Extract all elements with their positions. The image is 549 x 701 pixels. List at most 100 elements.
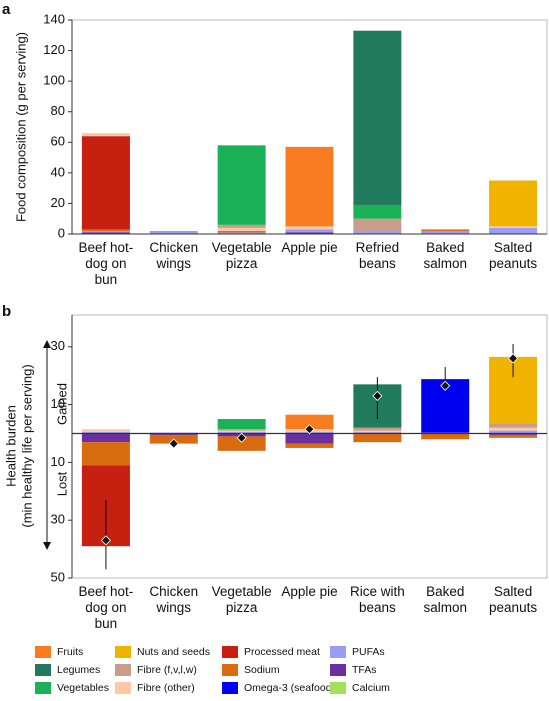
- y-tick-label: 40: [51, 164, 65, 179]
- panel-label: a: [2, 1, 11, 18]
- legend-item: Sodium: [222, 664, 280, 676]
- bar-segment: [81, 136, 130, 230]
- bar-segment: [81, 232, 130, 234]
- bar-segment: [217, 227, 266, 231]
- x-tick-label: Refried beans: [355, 240, 400, 271]
- legend-label: Fibre (other): [137, 682, 195, 694]
- legend-swatch: [115, 664, 131, 676]
- y-tick-label: 60: [51, 134, 65, 149]
- bar-segment: [285, 232, 334, 234]
- legend-item: Fibre (other): [115, 682, 195, 694]
- bar-segment: [81, 442, 130, 466]
- bar-segment: [489, 180, 538, 227]
- bar-segment: [81, 229, 130, 231]
- bar-segment: [149, 433, 198, 435]
- net-marker: [168, 438, 179, 449]
- legend-swatch: [115, 646, 131, 658]
- net-marker: [372, 390, 383, 401]
- bar-segment: [353, 30, 402, 205]
- panel-label: b: [2, 303, 11, 320]
- y-tick-label: 80: [51, 103, 65, 118]
- bar-segment: [217, 224, 266, 228]
- net-marker: [236, 432, 247, 443]
- x-tick-label: Salted peanuts: [489, 584, 538, 615]
- net-marker: [508, 353, 519, 364]
- bar-segment: [285, 414, 334, 430]
- legend-item: PUFAs: [330, 646, 385, 658]
- legend-label: Vegetables: [57, 682, 109, 694]
- bar-segment: [285, 226, 334, 230]
- bar-segment: [285, 443, 334, 448]
- legend-swatch: [115, 682, 131, 694]
- bar-segment: [353, 204, 402, 219]
- y-tick-label: 20: [51, 195, 65, 210]
- legend-item: Vegetables: [35, 682, 109, 694]
- bar-segment: [489, 430, 538, 434]
- annotation: Gained: [54, 383, 69, 425]
- bar-segment: [489, 227, 538, 234]
- bar-segment: [353, 230, 402, 234]
- x-tick-label: Salted peanuts: [489, 240, 538, 271]
- y-tick-label: 0: [58, 225, 65, 240]
- x-tick-label: Rice with beans: [349, 584, 405, 615]
- x-tick-label: Chicken wings: [149, 584, 199, 615]
- legend-item: Calcium: [330, 682, 390, 694]
- bar-segment: [81, 433, 130, 443]
- legend-swatch: [35, 682, 51, 694]
- legend-item: Fibre (f,v,l,w): [115, 664, 197, 676]
- legend-label: Sodium: [244, 664, 280, 676]
- x-tick-label: Baked salmon: [423, 240, 467, 271]
- annotation: Lost: [54, 471, 69, 496]
- x-tick-label: Beef hot-dog on bun: [78, 240, 134, 287]
- legend-item: Fruits: [35, 646, 83, 658]
- y-tick-label: 30: [51, 338, 65, 353]
- bar-segment: [489, 433, 538, 435]
- y-axis-label: Food composition (g per serving): [13, 32, 28, 222]
- x-tick-label: Vegetable pizza: [211, 584, 272, 615]
- bar-segment: [81, 133, 130, 137]
- bar-segment: [217, 436, 266, 451]
- legend-item: Legumes: [35, 664, 100, 676]
- legend-swatch: [330, 646, 346, 658]
- bar-segment: [353, 427, 402, 431]
- legend-label: Processed meat: [244, 646, 320, 658]
- bar-segment: [217, 232, 266, 234]
- bar-segment: [285, 433, 334, 444]
- legend-label: Fibre (f,v,l,w): [137, 664, 197, 676]
- bar-segment: [217, 429, 266, 431]
- legend-label: PUFAs: [352, 646, 385, 658]
- y-axis-label: (min healthy life per serving): [19, 364, 34, 527]
- y-tick-label: 30: [51, 512, 65, 527]
- bar-segment: [353, 430, 402, 433]
- legend-swatch: [35, 646, 51, 658]
- bar-segment: [353, 433, 402, 443]
- y-axis-label: Health burden: [3, 405, 18, 487]
- legend-label: Calcium: [352, 682, 390, 694]
- bar-segment: [353, 218, 402, 231]
- legend-item: Omega-3 (seafood): [222, 682, 335, 694]
- bar-segment: [489, 427, 538, 431]
- bar-segment: [421, 433, 470, 440]
- bar-segment: [149, 230, 198, 234]
- bar-segment: [217, 419, 266, 430]
- y-tick-label: 10: [51, 454, 65, 469]
- legend-swatch: [330, 682, 346, 694]
- legend-label: Legumes: [57, 664, 101, 676]
- bar-segment: [489, 226, 538, 228]
- legend-swatch: [222, 664, 238, 676]
- bar-segment: [285, 146, 334, 227]
- legend-label: Nuts and seeds: [137, 646, 210, 658]
- x-tick-label: Vegetable pizza: [211, 240, 272, 271]
- legend-label: Fruits: [57, 646, 84, 658]
- y-tick-label: 50: [51, 569, 65, 584]
- bar-segment: [489, 434, 538, 438]
- legend-swatch: [222, 646, 238, 658]
- legend-label: TFAs: [352, 664, 377, 676]
- y-tick-label: 10: [51, 396, 65, 411]
- bar-segment: [489, 423, 538, 428]
- bar-segment: [81, 432, 130, 434]
- x-tick-label: Apple pie: [281, 240, 338, 255]
- legend-item: TFAs: [330, 664, 377, 676]
